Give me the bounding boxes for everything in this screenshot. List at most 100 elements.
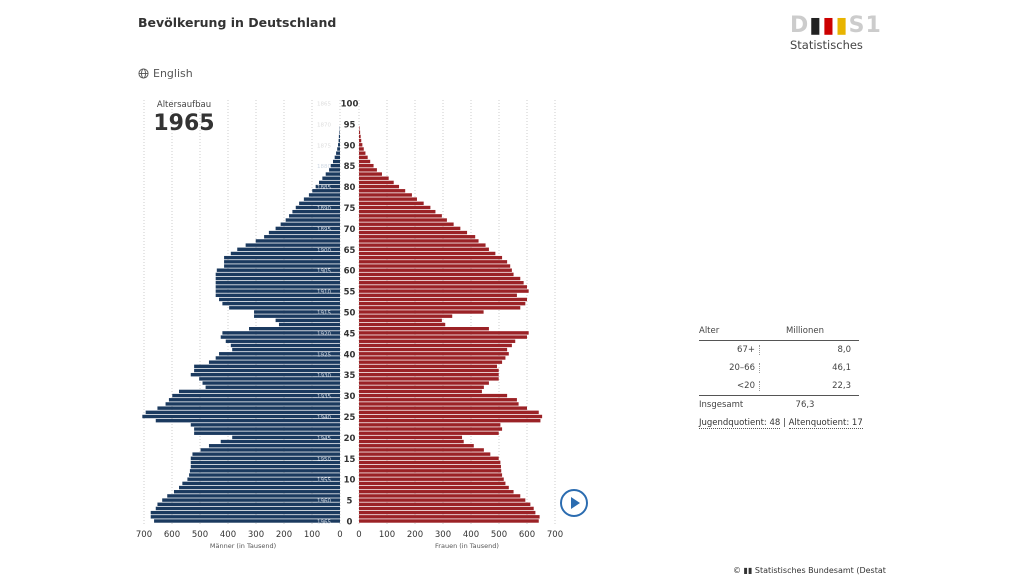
x-tick-men: 200 <box>276 530 292 540</box>
bar-men <box>268 230 340 235</box>
bar-women <box>359 481 506 486</box>
table-row: 20–66 46,1 <box>699 359 859 377</box>
play-button[interactable] <box>560 489 588 517</box>
bar-men <box>295 205 340 210</box>
x-tick-women: 400 <box>463 530 479 540</box>
bar-women <box>359 209 436 214</box>
bar-women <box>359 347 508 352</box>
age-tick: 80 <box>344 183 356 193</box>
bar-men <box>150 515 340 519</box>
birth-year-label: 1870 <box>317 122 331 128</box>
bar-women <box>359 460 501 465</box>
globe-icon <box>138 68 149 79</box>
birth-year-label: 1965 <box>317 520 331 526</box>
bar-women <box>359 398 517 402</box>
summary-table: Alter Millionen 67+ 8,0 20–66 46,1 <20 22,3 I… <box>699 322 859 414</box>
row-age: <20 <box>699 381 760 391</box>
bar-men <box>194 427 340 431</box>
bar-men <box>232 435 340 440</box>
bar-women <box>359 147 364 151</box>
x-tick-women: 300 <box>435 530 451 540</box>
bar-men <box>190 372 340 377</box>
bar-women <box>359 339 516 343</box>
x-tick-men: 600 <box>164 530 180 540</box>
bar-women <box>359 473 503 477</box>
birth-year-label: 1875 <box>317 143 331 149</box>
birth-year-label: 1935 <box>317 394 331 400</box>
birth-year-label: 1895 <box>317 227 331 233</box>
x-tick-women: 0 <box>356 530 361 540</box>
age-tick: 50 <box>344 309 356 319</box>
bar-women <box>359 502 531 506</box>
page-title: Bevölkerung in Deutschland <box>138 15 337 30</box>
bar-women <box>359 297 527 302</box>
bar-women <box>359 452 491 456</box>
age-tick: 90 <box>344 141 356 151</box>
bar-women <box>359 427 503 431</box>
bar-women <box>359 331 529 335</box>
bar-women <box>359 494 521 498</box>
bar-men <box>222 331 340 335</box>
x-tick-women: 500 <box>491 530 507 540</box>
bar-women <box>359 368 499 373</box>
birth-year-label: 1950 <box>317 457 331 463</box>
bar-women <box>359 281 524 285</box>
bar-men <box>322 176 340 180</box>
birth-year-label: 1910 <box>317 290 331 296</box>
bar-men <box>292 209 340 214</box>
language-link[interactable]: English <box>138 67 193 80</box>
bar-men <box>334 155 340 160</box>
chart-year: 1965 <box>153 111 214 136</box>
bar-men <box>192 452 340 456</box>
bar-men <box>194 368 340 373</box>
birth-year-label: 1905 <box>317 269 331 275</box>
bar-women <box>359 168 377 172</box>
table-row: 67+ 8,0 <box>699 341 859 359</box>
age-tick: 95 <box>344 120 356 130</box>
bar-men <box>165 402 340 406</box>
bar-women <box>359 343 512 348</box>
birth-year-label: 1925 <box>317 352 331 358</box>
x-tick-men: 700 <box>136 530 152 540</box>
youth-quotient[interactable]: Jugendquotient: 48 <box>699 418 781 429</box>
bar-men <box>216 268 340 272</box>
bar-men <box>232 347 340 352</box>
bar-women <box>359 456 499 461</box>
bar-women <box>359 448 484 452</box>
bar-men <box>319 180 340 185</box>
bar-women <box>359 372 499 377</box>
row-age: 67+ <box>699 345 760 355</box>
bar-men <box>275 318 340 323</box>
bar-men <box>255 239 340 243</box>
x-tick-women: 100 <box>379 530 395 540</box>
bar-men <box>215 272 340 277</box>
bar-men <box>338 138 340 143</box>
bar-women <box>359 126 360 130</box>
bar-women <box>359 176 389 180</box>
bar-men <box>179 485 340 490</box>
age-tick: 75 <box>344 204 356 214</box>
bar-women <box>359 264 511 268</box>
row-value: 22,3 <box>832 381 851 391</box>
bar-women <box>359 189 406 193</box>
bar-women <box>359 352 509 356</box>
quotient-separator: | <box>783 418 786 428</box>
birth-year-label: 1915 <box>317 311 331 317</box>
bar-women <box>359 143 363 147</box>
logo-subtitle: Statistisches <box>790 38 863 52</box>
old-age-quotient[interactable]: Altenquotient: 17 <box>788 418 863 429</box>
bar-women <box>359 314 453 318</box>
bar-women <box>359 406 527 410</box>
age-tick: 65 <box>344 246 356 256</box>
bar-women <box>359 230 468 235</box>
bar-women <box>359 247 489 252</box>
bar-men <box>162 498 340 502</box>
bar-men <box>202 381 340 385</box>
bar-men <box>308 193 340 197</box>
bar-men <box>299 201 340 206</box>
birth-year-label: 1900 <box>317 248 331 254</box>
bar-men <box>215 281 340 285</box>
bar-men <box>182 481 340 486</box>
birth-year-label: 1865 <box>317 102 331 108</box>
bar-women <box>359 130 361 134</box>
